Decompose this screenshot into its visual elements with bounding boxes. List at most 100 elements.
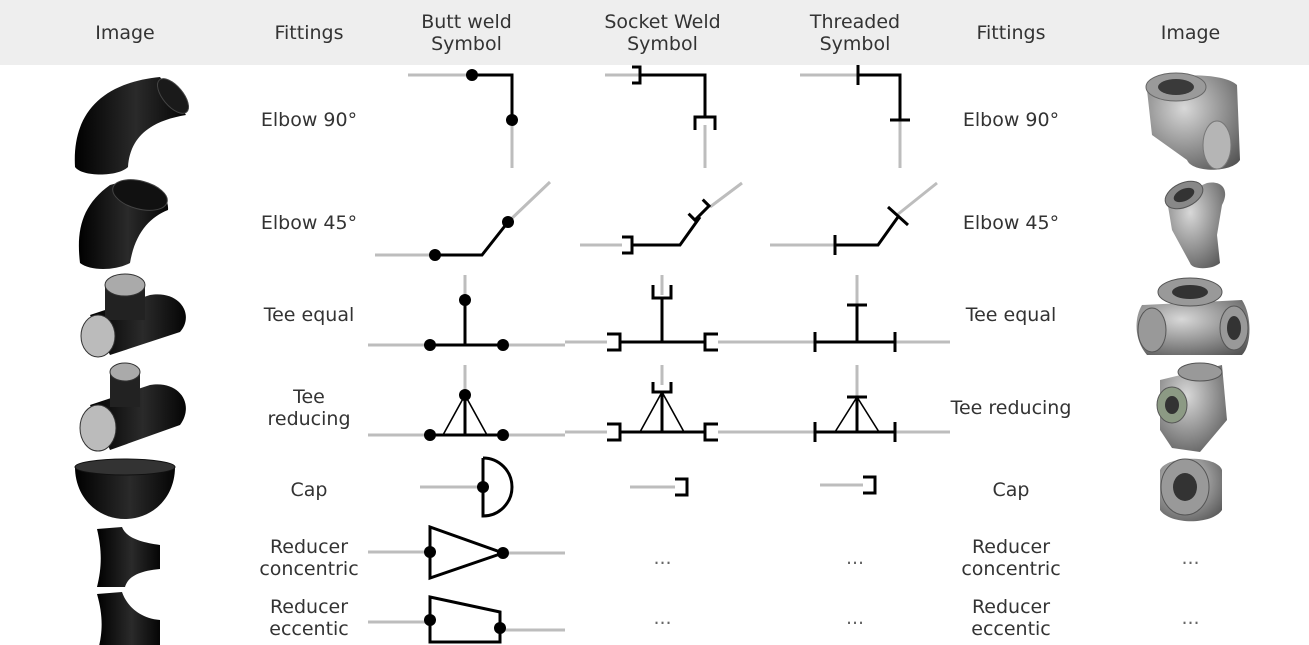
fitting-name: Elbow 90°	[260, 109, 358, 131]
symbol	[368, 595, 565, 644]
image-cell	[0, 455, 250, 525]
header-text: Butt weld Symbol	[421, 10, 512, 55]
header-cell: Image	[1072, 0, 1309, 65]
threaded-cell	[760, 175, 950, 270]
symbol	[820, 475, 877, 495]
symbol	[760, 275, 950, 352]
symbol	[630, 477, 689, 497]
fitting-image	[74, 77, 190, 175]
symbol	[580, 181, 743, 255]
placeholder: ...	[653, 546, 672, 569]
fitting-cell: Elbow 45°	[950, 175, 1072, 270]
fitting-image	[78, 179, 169, 269]
fitting-name: Elbow 45°	[962, 211, 1060, 234]
header-cell: Image	[0, 0, 250, 65]
fitting-image	[1145, 72, 1240, 170]
threaded-cell	[760, 270, 950, 360]
fitting-cell: Reducer eccentic	[950, 590, 1072, 645]
fitting-image	[74, 458, 176, 519]
socket-weld-cell	[565, 175, 760, 270]
fitting-image	[97, 527, 160, 587]
socket-weld-cell	[565, 65, 760, 175]
image-cell: ...	[1072, 590, 1309, 645]
symbol	[800, 65, 910, 168]
socket-weld-cell: ...	[565, 525, 760, 590]
image-cell	[1072, 360, 1309, 455]
socket-weld-cell: ...	[565, 590, 760, 645]
fitting-name: Tee equal	[263, 304, 355, 326]
row: Reducer eccentic ... ... Reducer eccenti…	[0, 590, 1309, 645]
fitting-cell: Tee reducing	[950, 360, 1072, 455]
fitting-name: Reducer eccentic	[971, 595, 1051, 640]
symbol	[565, 365, 760, 442]
placeholder: ...	[845, 606, 865, 629]
fitting-cell: Reducer eccentic	[250, 590, 368, 645]
threaded-cell	[760, 65, 950, 175]
symbol	[760, 365, 950, 442]
image-cell	[0, 175, 250, 270]
image-cell: ...	[1072, 525, 1309, 590]
image-cell	[0, 270, 250, 360]
butt-weld-cell	[368, 270, 565, 360]
fitting-cell: Tee reducing	[250, 360, 368, 455]
header-cell: Fittings	[250, 0, 368, 65]
symbol	[605, 65, 717, 168]
fitting-image	[1164, 180, 1226, 269]
symbol	[565, 275, 760, 352]
threaded-cell	[760, 360, 950, 455]
image-cell	[0, 525, 250, 590]
header-text: Image	[95, 21, 155, 44]
fitting-cell: Reducer concentric	[950, 525, 1072, 590]
placeholder: ...	[1181, 606, 1200, 629]
fitting-name: Tee equal	[965, 304, 1057, 326]
row: Reducer concentric ... ... Reducer conce…	[0, 525, 1309, 590]
symbol	[770, 181, 938, 255]
threaded-cell: ...	[760, 525, 950, 590]
fitting-cell: Reducer concentric	[250, 525, 368, 590]
fitting-name: Tee reducing	[267, 385, 351, 430]
row: Elbow 90° Elbow 90°	[0, 65, 1309, 175]
butt-weld-cell	[368, 175, 565, 270]
fitting-name: Reducer eccentic	[269, 595, 349, 640]
fitting-cell: Elbow 90°	[250, 65, 368, 175]
header-cell: Socket Weld Symbol	[565, 0, 760, 65]
header-text: Image	[1160, 21, 1221, 44]
butt-weld-cell	[368, 455, 565, 525]
fitting-name: Elbow 90°	[962, 109, 1060, 131]
header-text: Threaded Symbol	[809, 10, 901, 55]
threaded-cell: ...	[760, 590, 950, 645]
fitting-name: Reducer concentric	[259, 535, 359, 580]
symbol	[408, 69, 518, 168]
header-text: Fittings	[976, 21, 1046, 44]
image-cell	[1072, 65, 1309, 175]
fitting-cell: Tee equal	[250, 270, 368, 360]
image-cell	[0, 65, 250, 175]
header-text: Socket Weld Symbol	[604, 10, 721, 55]
butt-weld-cell	[368, 360, 565, 455]
fitting-cell: Elbow 45°	[250, 175, 368, 270]
fitting-name: Elbow 45°	[260, 211, 358, 234]
header-cell: Threaded Symbol	[760, 0, 950, 65]
symbol	[368, 275, 565, 351]
image-cell	[1072, 270, 1309, 360]
fitting-name: Reducer concentric	[961, 535, 1061, 580]
header-row: Image Fittings Butt weld Symbol Socket W…	[0, 0, 1309, 65]
fitting-cell: Elbow 90°	[950, 65, 1072, 175]
placeholder: ...	[653, 606, 672, 629]
butt-weld-cell	[368, 65, 565, 175]
fitting-image	[79, 362, 186, 452]
fitting-image	[80, 273, 186, 358]
butt-weld-cell	[368, 590, 565, 645]
header-cell: Butt weld Symbol	[368, 0, 565, 65]
header-text: Fittings	[274, 21, 344, 44]
butt-weld-cell	[368, 525, 565, 590]
symbol	[368, 525, 565, 581]
socket-weld-cell	[565, 455, 760, 525]
fitting-image	[1156, 362, 1227, 452]
socket-weld-cell	[565, 360, 760, 455]
fitting-cell: Tee equal	[950, 270, 1072, 360]
image-cell	[0, 360, 250, 455]
placeholder: ...	[1181, 546, 1200, 569]
